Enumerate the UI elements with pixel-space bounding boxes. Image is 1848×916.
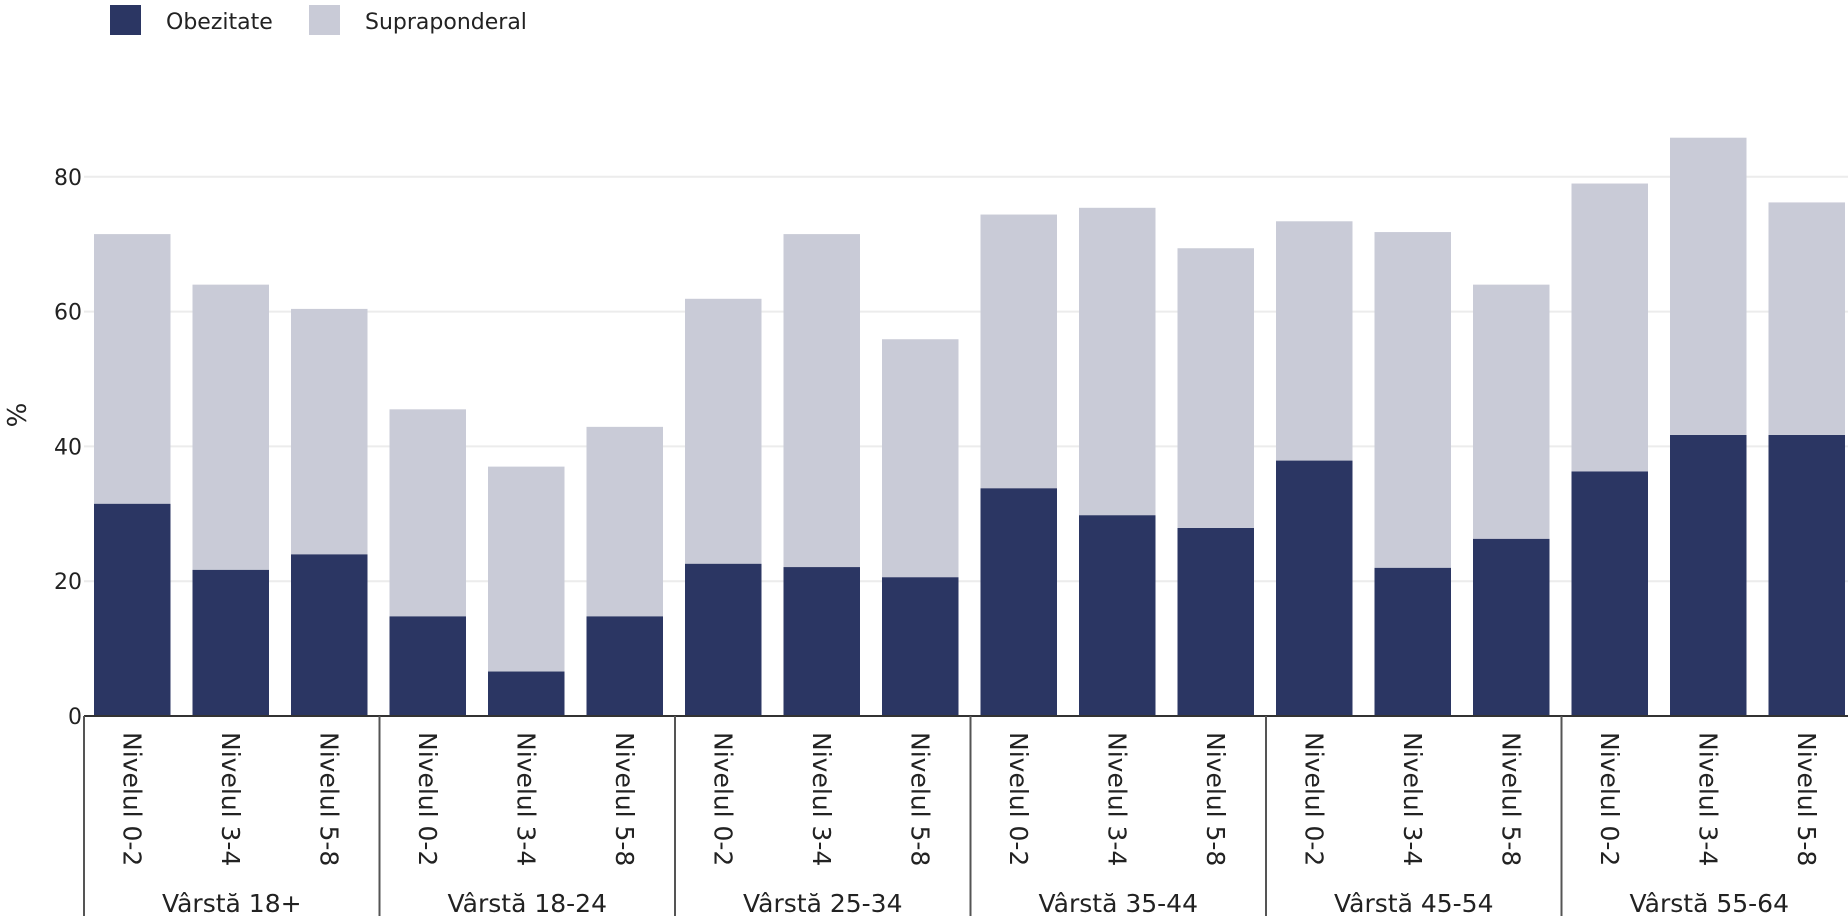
x-tick-label-3-0: Nivelul 0-2: [1004, 732, 1033, 866]
x-tick-label-3-1: Nivelul 3-4: [1102, 732, 1131, 866]
bar-obezitate-5-2[interactable]: [1768, 434, 1846, 716]
x-tick-label-2-1: Nivelul 3-4: [807, 732, 836, 866]
bar-obezitate-2-0[interactable]: [685, 563, 762, 716]
bar-supraponderal-4-1[interactable]: [1374, 232, 1452, 568]
bar-obezitate-1-0[interactable]: [389, 616, 467, 716]
bar-supraponderal-5-2[interactable]: [1768, 202, 1846, 435]
group-label-2: Vârstă 25-34: [743, 889, 903, 916]
legend: Obezitate Supraponderal: [110, 5, 527, 35]
bar-supraponderal-1-1[interactable]: [488, 466, 565, 672]
bar-supraponderal-3-2[interactable]: [1177, 248, 1255, 528]
gridlines: 0 20 40 60 80: [54, 166, 1848, 730]
y-tick-label-0: 0: [68, 705, 82, 730]
group-label-0: Vârstă 18+: [162, 889, 302, 916]
bar-obezitate-1-2[interactable]: [586, 616, 664, 716]
bar-obezitate-0-1[interactable]: [192, 569, 270, 716]
legend-swatch-obezitate[interactable]: [110, 5, 141, 35]
bar-supraponderal-2-0[interactable]: [685, 298, 762, 564]
bar-obezitate-2-2[interactable]: [882, 577, 959, 716]
x-tick-label-0-0: Nivelul 0-2: [117, 732, 146, 866]
x-tick-label-5-0: Nivelul 0-2: [1595, 732, 1624, 866]
bar-obezitate-5-1[interactable]: [1670, 434, 1747, 716]
bar-supraponderal-4-0[interactable]: [1276, 221, 1353, 461]
bar-obezitate-1-1[interactable]: [488, 671, 565, 716]
x-tick-label-4-0: Nivelul 0-2: [1299, 732, 1328, 866]
group-label-1: Vârstă 18-24: [448, 889, 608, 916]
y-tick-label-60: 60: [54, 301, 82, 326]
bars: [94, 137, 1846, 716]
bar-obezitate-0-2[interactable]: [291, 554, 368, 716]
x-tick-label-2-0: Nivelul 0-2: [708, 732, 737, 866]
group-label-5: Vârstă 55-64: [1630, 889, 1790, 916]
x-tick-label-5-2: Nivelul 5-8: [1792, 732, 1821, 866]
x-tick-label-4-2: Nivelul 5-8: [1496, 732, 1525, 866]
bar-obezitate-2-1[interactable]: [783, 567, 861, 716]
x-tick-label-0-1: Nivelul 3-4: [216, 732, 245, 866]
bar-obezitate-3-1[interactable]: [1079, 515, 1156, 716]
bar-obezitate-3-0[interactable]: [980, 488, 1058, 716]
x-axis-labels: Nivelul 0-2 Nivelul 3-4 Nivelul 5-8Vârstă …: [117, 732, 1821, 916]
x-tick-label-2-2: Nivelul 5-8: [905, 732, 934, 866]
x-tick-label-4-1: Nivelul 3-4: [1398, 732, 1427, 866]
legend-label-supraponderal: Supraponderal: [365, 10, 527, 35]
x-tick-label-3-2: Nivelul 5-8: [1201, 732, 1230, 866]
axes: [83, 715, 1848, 916]
bar-supraponderal-3-1[interactable]: [1079, 207, 1156, 516]
bar-obezitate-4-2[interactable]: [1473, 538, 1550, 716]
x-tick-label-1-0: Nivelul 0-2: [413, 732, 442, 866]
y-tick-label-20: 20: [54, 570, 82, 595]
bar-supraponderal-1-0[interactable]: [389, 409, 467, 617]
x-tick-label-5-1: Nivelul 3-4: [1693, 732, 1722, 866]
bar-obezitate-0-0[interactable]: [94, 503, 171, 716]
bar-obezitate-4-0[interactable]: [1276, 460, 1353, 716]
x-tick-label-1-2: Nivelul 5-8: [610, 732, 639, 866]
bar-supraponderal-2-2[interactable]: [882, 339, 959, 578]
x-tick-label-0-2: Nivelul 5-8: [314, 732, 343, 866]
bar-supraponderal-1-2[interactable]: [586, 426, 664, 617]
group-label-4: Vârstă 45-54: [1334, 889, 1494, 916]
group-label-3: Vârstă 35-44: [1039, 889, 1199, 916]
bar-obezitate-4-1[interactable]: [1374, 567, 1452, 716]
bar-obezitate-5-0[interactable]: [1571, 471, 1649, 716]
bar-supraponderal-0-2[interactable]: [291, 308, 368, 555]
bar-supraponderal-0-1[interactable]: [192, 284, 270, 570]
x-tick-label-1-1: Nivelul 3-4: [511, 732, 540, 866]
legend-swatch-supraponderal[interactable]: [309, 5, 340, 35]
bar-supraponderal-2-1[interactable]: [783, 234, 861, 568]
bar-supraponderal-5-0[interactable]: [1571, 183, 1649, 472]
bar-supraponderal-3-0[interactable]: [980, 214, 1058, 489]
bar-supraponderal-5-1[interactable]: [1670, 137, 1747, 435]
bar-supraponderal-4-2[interactable]: [1473, 284, 1550, 539]
y-tick-label-80: 80: [54, 166, 82, 191]
y-tick-label-40: 40: [54, 435, 82, 460]
bar-obezitate-3-2[interactable]: [1177, 527, 1255, 716]
y-axis-label: %: [3, 403, 33, 428]
legend-label-obezitate: Obezitate: [166, 10, 273, 35]
bar-supraponderal-0-0[interactable]: [94, 234, 171, 504]
